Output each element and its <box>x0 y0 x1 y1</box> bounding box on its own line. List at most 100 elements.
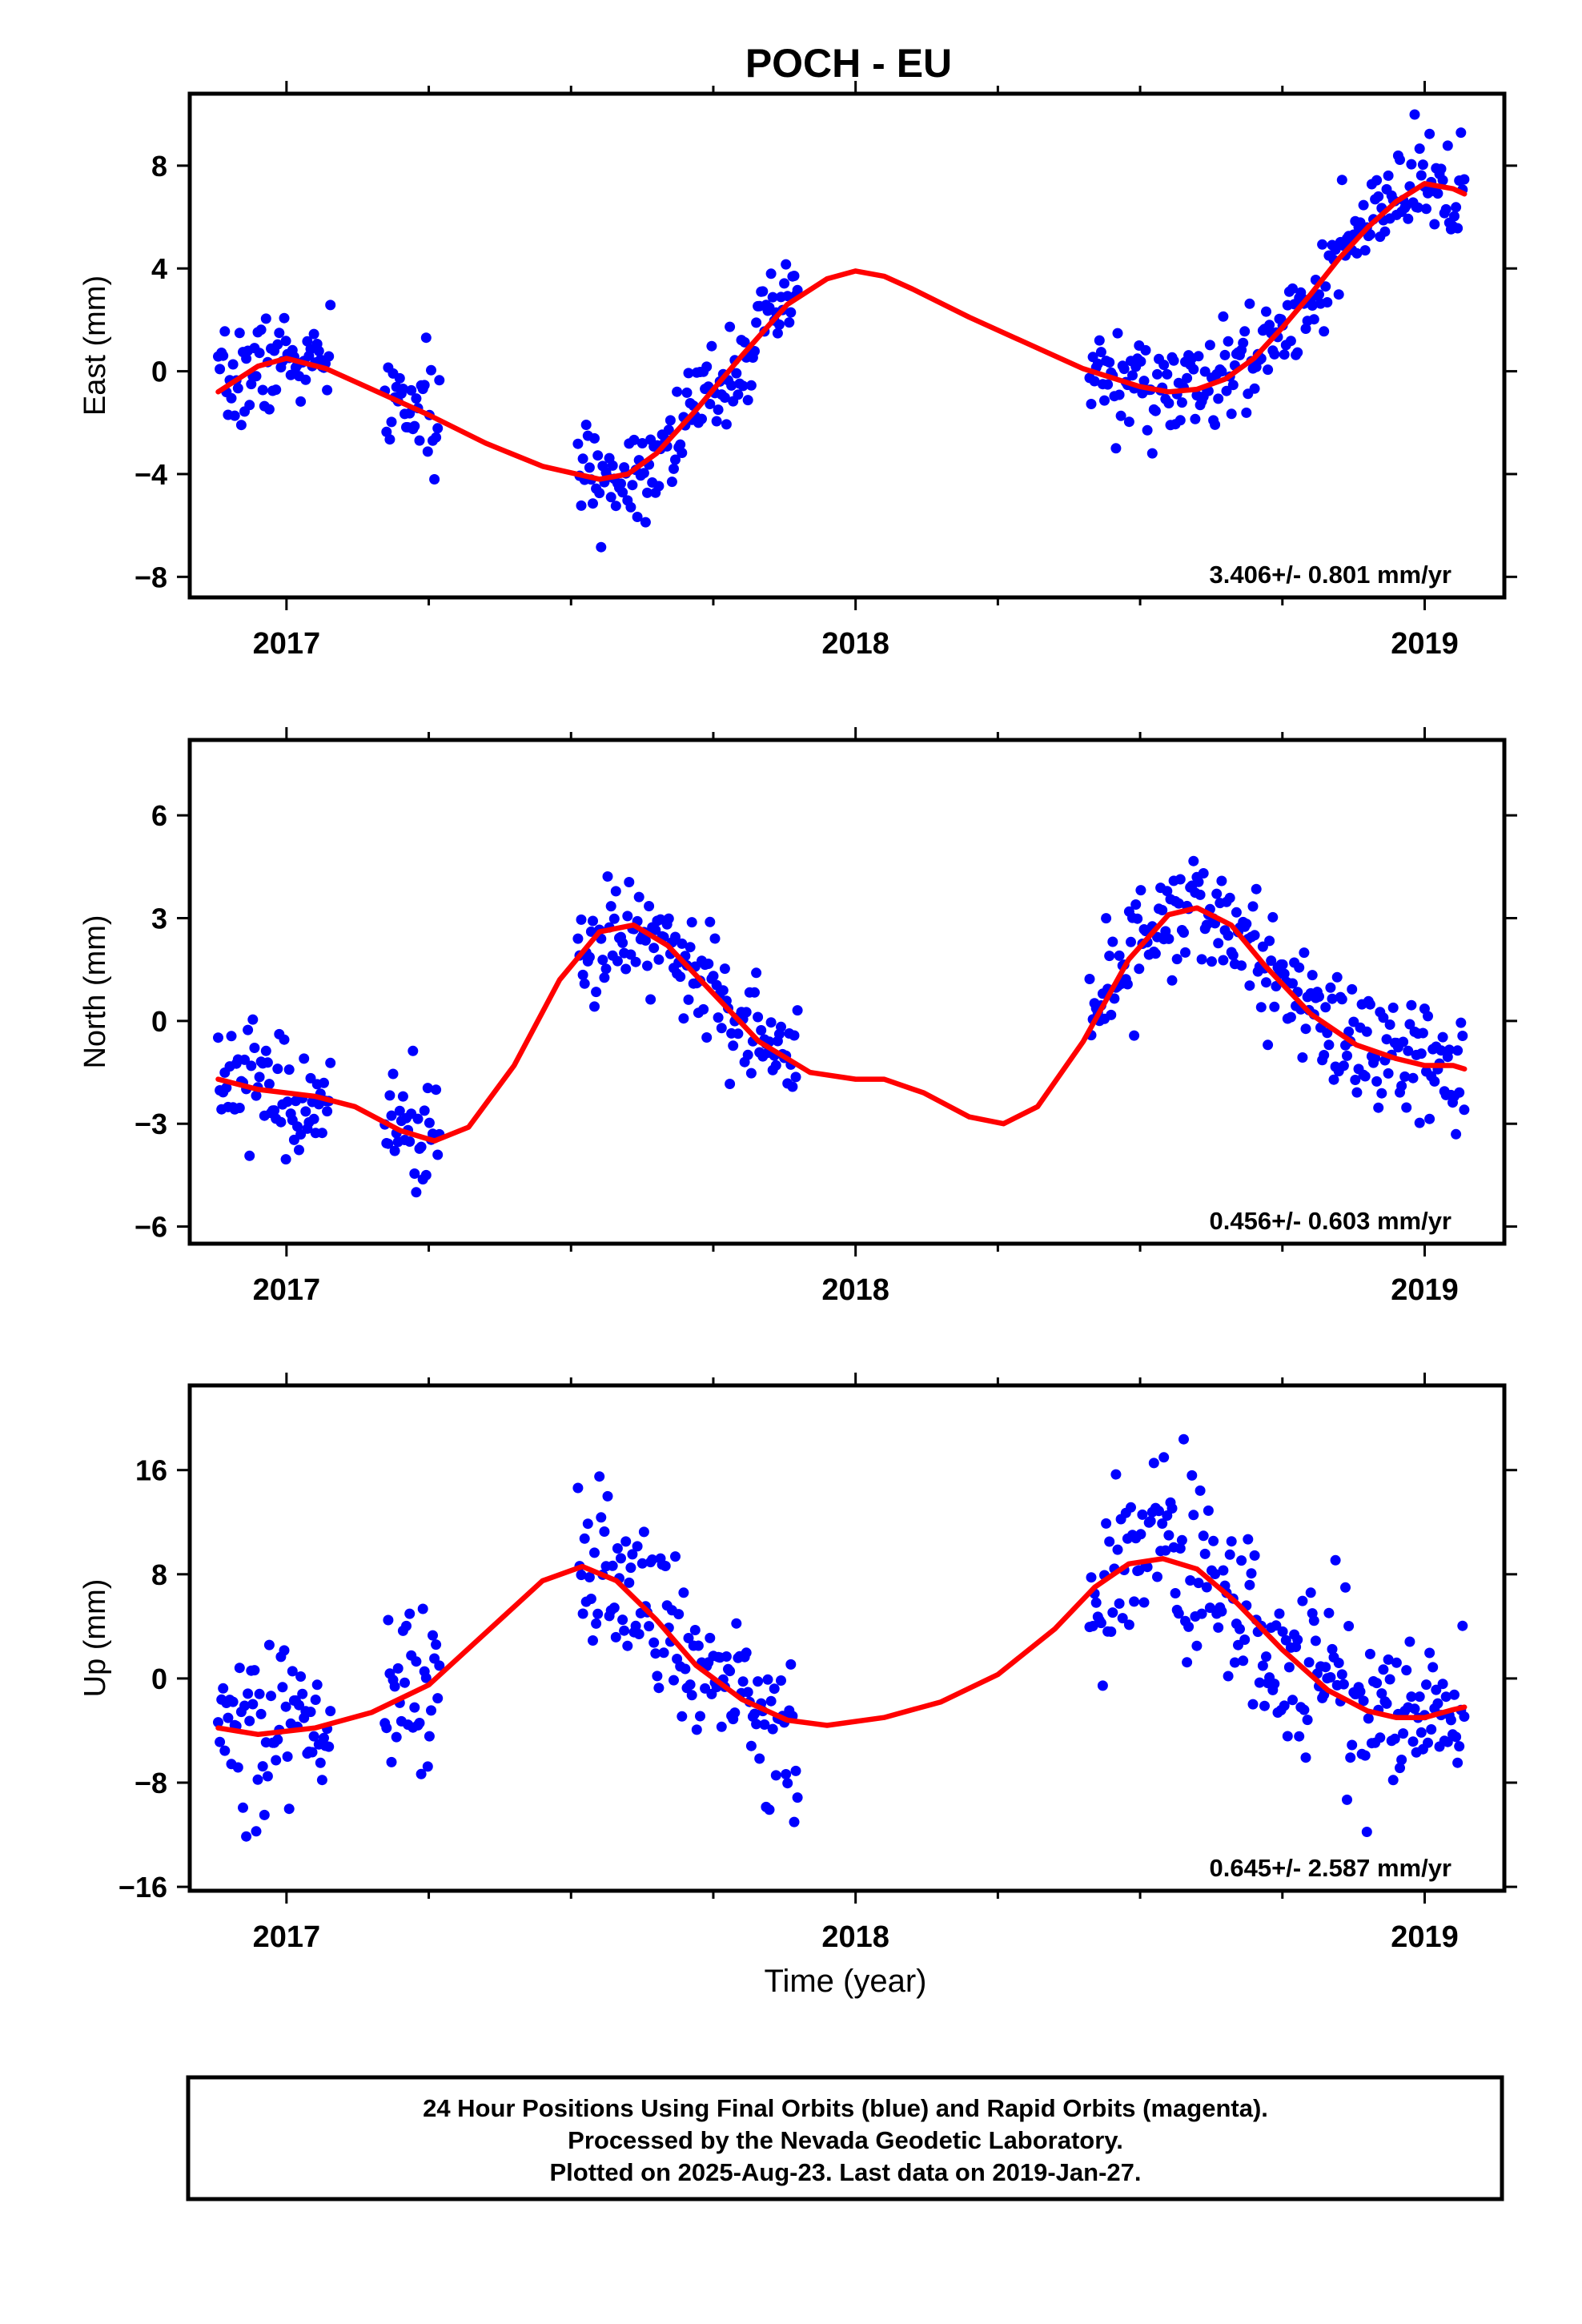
east-data-point <box>640 517 651 528</box>
north-data-point <box>765 1017 777 1028</box>
up-data-point <box>689 1625 701 1635</box>
up-data-point <box>1114 1598 1125 1609</box>
up-data-point <box>582 1518 593 1530</box>
east-data-point <box>386 416 397 428</box>
up-data-point <box>607 1560 618 1571</box>
east-data-point <box>432 423 444 434</box>
up-data-point <box>745 1740 757 1751</box>
up-data-point <box>612 1543 623 1554</box>
east-data-point <box>1223 336 1234 347</box>
up-data-point <box>716 1721 727 1732</box>
up-data-point <box>223 1712 234 1723</box>
up-data-point <box>1396 1755 1407 1765</box>
up-data-point <box>764 1804 775 1815</box>
north-y-tick-label: 3 <box>151 903 167 935</box>
up-data-point <box>691 1724 702 1735</box>
up-data-point <box>1238 1655 1249 1667</box>
up-data-point <box>1449 1689 1460 1700</box>
east-data-point <box>414 435 425 446</box>
east-data-point <box>1417 159 1428 171</box>
east-data-point <box>1285 336 1296 347</box>
up-data-point <box>1269 1679 1280 1690</box>
east-data-point <box>1089 376 1100 387</box>
east-data-point <box>1415 170 1427 181</box>
up-data-point <box>579 1533 590 1544</box>
east-data-point <box>592 450 604 461</box>
up-data-point <box>1246 1568 1257 1579</box>
east-data-point <box>1114 389 1125 400</box>
up-data-point <box>279 1645 290 1656</box>
east-data-point <box>669 463 679 474</box>
up-data-point <box>1257 1660 1268 1671</box>
east-data-point <box>1279 349 1290 360</box>
north-data-point <box>1429 1076 1440 1087</box>
north-data-point <box>1359 1071 1371 1082</box>
up-data-point <box>424 1731 435 1742</box>
up-data-point <box>283 1803 295 1815</box>
up-data-point <box>1244 1579 1255 1590</box>
north-data-point <box>1322 1027 1333 1039</box>
east-data-point <box>257 384 268 396</box>
up-data-point <box>705 1632 716 1643</box>
up-data-point <box>383 1614 394 1626</box>
east-data-point <box>323 351 335 362</box>
east-data-point <box>241 353 252 364</box>
east-data-point <box>1146 448 1158 459</box>
north-data-point <box>1267 911 1279 923</box>
up-data-point <box>422 1761 433 1772</box>
north-data-point <box>792 1005 803 1016</box>
up-data-point <box>1452 1757 1464 1768</box>
up-data-point <box>1364 1648 1375 1659</box>
north-data-point <box>1277 959 1288 970</box>
east-data-point <box>219 326 231 337</box>
north-data-point <box>1364 999 1375 1010</box>
up-data-point <box>1239 1634 1251 1645</box>
up-data-point <box>409 1702 420 1713</box>
up-y-tick-label: 16 <box>135 1454 167 1487</box>
north-data-point <box>226 1031 237 1042</box>
east-data-point <box>1317 239 1328 250</box>
up-data-point <box>625 1562 636 1574</box>
north-data-point <box>789 1030 800 1041</box>
north-data-point <box>683 994 694 1005</box>
up-data-point <box>790 1765 801 1776</box>
north-data-point <box>733 1028 744 1039</box>
up-data-point <box>1224 1549 1235 1560</box>
up-data-point <box>1359 1750 1371 1761</box>
up-data-point <box>1173 1608 1184 1619</box>
up-data-point <box>1104 1536 1115 1547</box>
up-data-point <box>1216 1606 1227 1617</box>
north-data-point <box>648 943 660 954</box>
north-data-point <box>1435 1045 1447 1056</box>
east-data-point <box>300 374 311 385</box>
up-data-point <box>1198 1530 1209 1542</box>
north-data-point <box>588 915 598 927</box>
east-data-point <box>1263 364 1274 376</box>
north-data-point <box>1166 975 1178 986</box>
east-data-point <box>1373 191 1384 202</box>
east-y-tick-label: −8 <box>135 561 167 593</box>
up-data-point <box>401 1620 412 1631</box>
east-data-point <box>1395 155 1405 165</box>
east-data-point <box>274 328 285 339</box>
east-data-point <box>1440 203 1452 215</box>
north-data-point <box>1251 883 1262 895</box>
up-data-point <box>1261 1651 1271 1663</box>
up-data-point <box>1199 1548 1211 1559</box>
north-data-point <box>644 901 655 911</box>
east-data-point <box>429 474 440 485</box>
north-data-point <box>677 938 688 949</box>
north-data-point <box>577 969 588 980</box>
north-data-point <box>1297 1052 1308 1063</box>
north-data-point <box>1126 936 1136 947</box>
east-data-point <box>1452 223 1464 234</box>
north-data-point <box>698 1003 709 1015</box>
up-data-point <box>1277 1626 1288 1637</box>
north-data-point <box>213 1032 223 1043</box>
east-data-point <box>588 498 598 509</box>
east-y-axis-label: East (mm) <box>78 275 112 416</box>
north-data-point <box>1343 1026 1355 1037</box>
up-data-point <box>1287 1695 1298 1706</box>
up-data-point <box>1137 1509 1148 1520</box>
east-data-point <box>1333 289 1344 300</box>
